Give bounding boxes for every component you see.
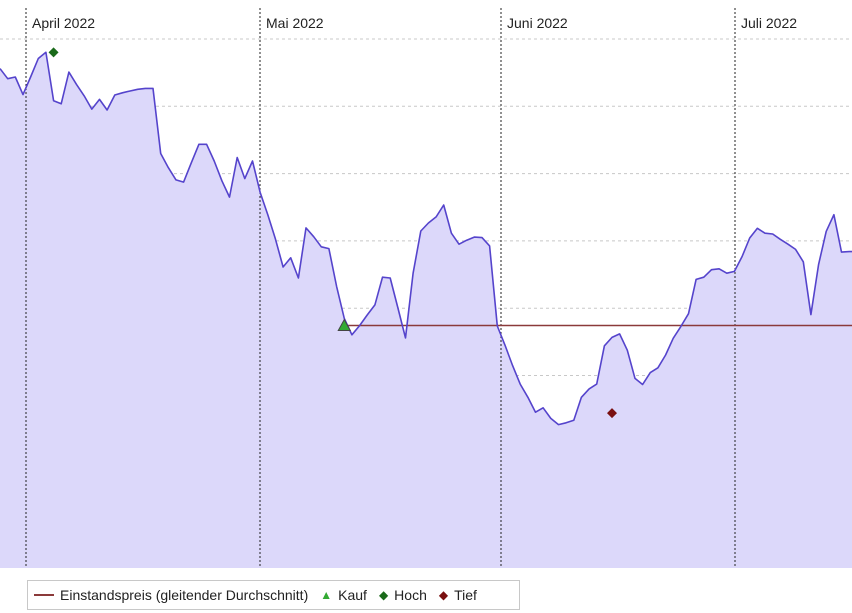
price-area — [0, 52, 852, 569]
low-marker — [607, 408, 617, 419]
legend-cost-label: Einstandspreis (gleitender Durchschnitt) — [60, 587, 309, 603]
legend-high-label: Hoch — [394, 587, 427, 603]
month-label: April 2022 — [32, 15, 95, 31]
chart-legend: Einstandspreis (gleitender Durchschnitt)… — [27, 580, 520, 610]
marker-layer — [48, 47, 617, 419]
month-label: Mai 2022 — [266, 15, 324, 31]
high-marker — [48, 47, 59, 58]
legend-item-high[interactable]: ◆ Hoch — [379, 587, 427, 603]
month-label: Juni 2022 — [507, 15, 568, 31]
legend-buy-label: Kauf — [338, 587, 367, 603]
month-layer: April 2022 Mai 2022 Juni 2022 Juli 2022 — [32, 15, 797, 31]
diamond-icon: ◆ — [438, 588, 449, 602]
diamond-icon: ◆ — [378, 588, 389, 602]
legend-low-label: Tief — [454, 587, 477, 603]
legend-item-low[interactable]: ◆ Tief — [439, 587, 477, 603]
month-label: Juli 2022 — [741, 15, 797, 31]
buy-marker — [337, 318, 352, 332]
legend-item-cost[interactable]: Einstandspreis (gleitender Durchschnitt) — [34, 587, 308, 603]
legend-item-buy[interactable]: ▲ Kauf — [320, 587, 367, 603]
area-layer — [0, 8, 852, 569]
cost-line-swatch — [34, 594, 54, 596]
triangle-up-icon: ▲ — [320, 588, 333, 602]
price-line — [0, 51, 852, 426]
